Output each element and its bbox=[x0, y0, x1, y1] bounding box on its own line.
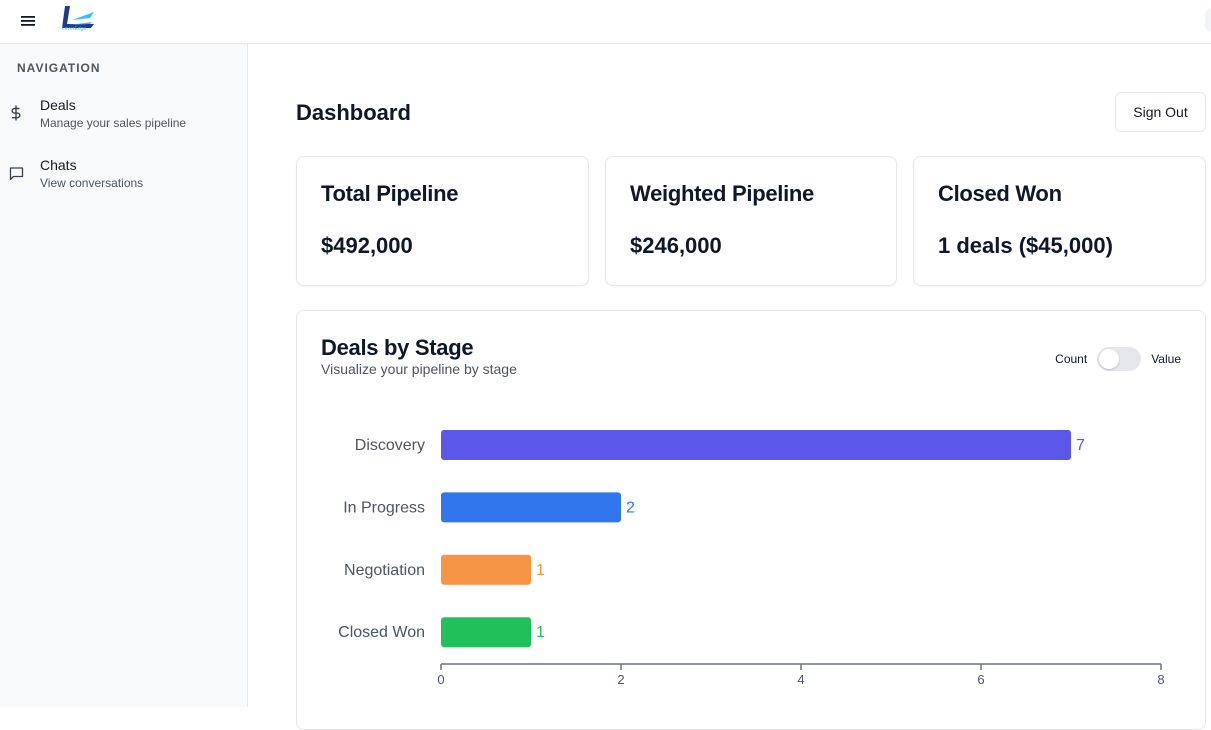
deals-by-stage-card: Deals by Stage Visualize your pipeline b… bbox=[296, 310, 1206, 730]
data-label-negotiation: 1 bbox=[536, 562, 545, 579]
total-pipeline-card: Total Pipeline $492,000 bbox=[296, 156, 589, 286]
sidebar-item-chats[interactable]: Chats View conversations bbox=[0, 150, 247, 200]
x-tick-label-8: 8 bbox=[1157, 672, 1164, 687]
x-tick-label-6: 6 bbox=[977, 672, 984, 687]
bar-negotiation bbox=[441, 554, 531, 585]
dollar-icon bbox=[8, 105, 24, 121]
logo-text: LeverEdge bbox=[62, 26, 87, 32]
avatar[interactable] bbox=[1205, 8, 1211, 32]
data-label-discovery: 7 bbox=[1076, 437, 1085, 454]
category-label-discovery: Discovery bbox=[355, 437, 425, 454]
sidebar-item-label: Deals bbox=[40, 97, 76, 113]
data-label-in-progress: 2 bbox=[626, 499, 635, 516]
logo[interactable] bbox=[60, 4, 96, 34]
closed-won-card: Closed Won 1 deals ($45,000) bbox=[913, 156, 1206, 286]
card-title: Closed Won bbox=[938, 181, 1062, 206]
category-label-in-progress: In Progress bbox=[343, 499, 425, 516]
chart-title: Deals by Stage bbox=[321, 335, 474, 360]
data-label-closed-won: 1 bbox=[536, 624, 545, 641]
card-value: $246,000 bbox=[630, 233, 722, 258]
nav-heading: NAVIGATION bbox=[17, 61, 101, 75]
weighted-pipeline-card: Weighted Pipeline $246,000 bbox=[605, 156, 897, 286]
count-value-switch[interactable] bbox=[1097, 347, 1142, 371]
switch-knob bbox=[1099, 349, 1120, 369]
card-value: 1 deals ($45,000) bbox=[938, 233, 1113, 258]
category-label-closed-won: Closed Won bbox=[338, 624, 425, 641]
sidebar: NAVIGATION Deals Manage your sales pipel… bbox=[0, 44, 248, 707]
x-tick-label-2: 2 bbox=[617, 672, 624, 687]
chat-bubble-icon bbox=[8, 165, 24, 181]
x-tick-label-0: 0 bbox=[437, 672, 444, 687]
main-content: Dashboard Sign Out Total Pipeline $492,0… bbox=[248, 44, 1211, 730]
card-value: $492,000 bbox=[321, 233, 413, 258]
bar-closed-won bbox=[441, 617, 531, 648]
toggle-label-value: Value bbox=[1151, 352, 1181, 366]
sign-out-button[interactable]: Sign Out bbox=[1115, 92, 1206, 132]
sidebar-item-deals[interactable]: Deals Manage your sales pipeline bbox=[0, 90, 247, 140]
sidebar-item-sublabel: Manage your sales pipeline bbox=[40, 116, 187, 130]
chart-subtitle: Visualize your pipeline by stage bbox=[321, 361, 517, 377]
top-bar: LeverEdge bbox=[0, 0, 1211, 44]
sidebar-item-sublabel: View conversations bbox=[40, 176, 144, 190]
category-label-negotiation: Negotiation bbox=[344, 562, 425, 579]
page-title: Dashboard bbox=[296, 100, 411, 125]
menu-icon[interactable] bbox=[17, 10, 39, 32]
card-title: Weighted Pipeline bbox=[630, 181, 814, 206]
count-value-toggle: Count Value bbox=[1055, 347, 1181, 371]
card-title: Total Pipeline bbox=[321, 181, 459, 206]
bar-in-progress bbox=[441, 492, 621, 523]
bar-discovery bbox=[441, 430, 1071, 460]
x-tick-label-4: 4 bbox=[797, 672, 804, 687]
sidebar-item-label: Chats bbox=[40, 157, 77, 173]
toggle-label-count: Count bbox=[1055, 352, 1088, 366]
deals-by-stage-chart: Discovery 7 In Progress 2 Negotiation 1 Closed… bbox=[338, 430, 1165, 687]
